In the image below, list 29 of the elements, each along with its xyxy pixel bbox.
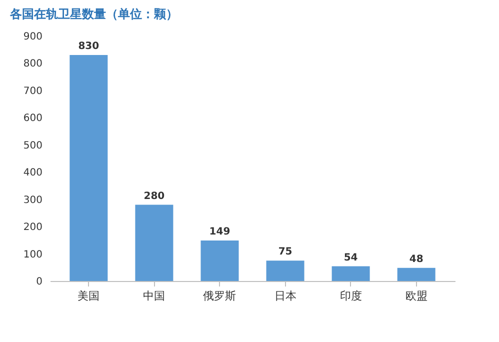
x-tick-label: 中国 — [143, 290, 166, 302]
y-tick-label: 0 — [36, 276, 42, 288]
bar — [397, 268, 436, 281]
y-tick-label: 200 — [23, 222, 42, 234]
y-tick-label: 900 — [23, 32, 42, 42]
chart-title: 各国在轨卫星数量（单位：颗） — [9, 7, 178, 21]
data-label: 54 — [344, 252, 358, 264]
y-tick-label: 700 — [23, 86, 42, 97]
data-label: 149 — [209, 226, 230, 238]
data-label: 75 — [278, 246, 292, 258]
bar — [332, 266, 370, 281]
x-tick-label: 俄罗斯 — [203, 290, 236, 302]
bar — [200, 240, 239, 281]
y-tick-label: 500 — [23, 140, 42, 152]
x-tick-label: 美国 — [78, 290, 100, 302]
bar — [135, 204, 174, 281]
x-tick-label: 印度 — [340, 290, 362, 302]
y-tick-label: 300 — [23, 194, 42, 206]
y-tick-label: 100 — [23, 249, 42, 260]
y-tick-label: 400 — [23, 168, 42, 179]
y-tick-label: 800 — [23, 58, 42, 70]
y-tick-label: 600 — [23, 113, 42, 124]
data-label: 830 — [78, 41, 100, 52]
x-tick-label: 日本 — [274, 290, 296, 302]
bar — [266, 260, 304, 281]
bar — [70, 55, 108, 281]
x-tick-label: 欧盟 — [405, 290, 428, 302]
data-label: 48 — [409, 254, 424, 265]
data-label: 280 — [144, 190, 165, 202]
